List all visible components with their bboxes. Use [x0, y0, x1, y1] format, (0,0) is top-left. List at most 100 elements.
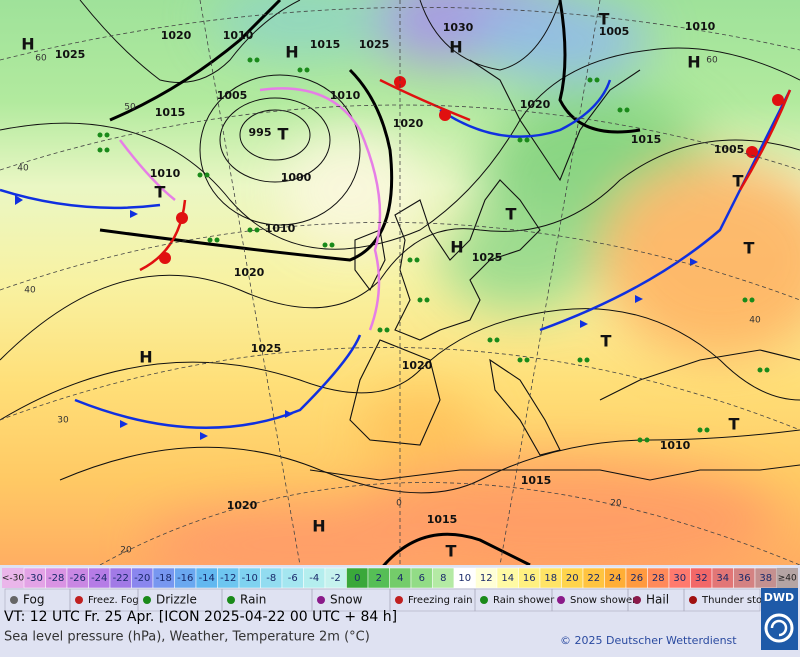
scale-label: 4: [397, 573, 403, 584]
rain-symbol: [254, 57, 260, 63]
pressure-center: H: [139, 348, 152, 367]
rain-symbol: [697, 427, 703, 433]
rain-symbol: [247, 227, 253, 233]
graticule-label: 40: [749, 316, 761, 326]
scale-label: -24: [91, 573, 107, 584]
scale-label: 20: [566, 573, 579, 584]
weather-legend-label: Drizzle: [156, 593, 197, 607]
pressure-center: T: [744, 239, 755, 258]
rain-symbol: [644, 437, 650, 443]
valid-time: VT: 12 UTC Fr. 25 Apr. [ICON 2025-04-22 …: [4, 609, 397, 625]
scale-label: -22: [113, 573, 129, 584]
rain-symbol: [517, 137, 523, 143]
scale-label: -18: [156, 573, 172, 584]
pressure-center: T: [506, 205, 517, 224]
rain-symbol: [424, 297, 430, 303]
isobar-label: 1010: [223, 29, 254, 42]
weather-legend-icon: [557, 596, 565, 604]
rain-symbol: [214, 237, 220, 243]
isobar-label: 1015: [631, 133, 662, 146]
rain-symbol: [494, 337, 500, 343]
rain-symbol: [329, 242, 335, 248]
isobar-label: 1015: [155, 106, 186, 119]
weather-legend-icon: [317, 596, 325, 604]
weather-legend-label: Rain shower: [493, 595, 555, 606]
pressure-center: T: [446, 542, 457, 561]
scale-low-label: <-30: [2, 574, 25, 584]
rain-symbol: [487, 337, 493, 343]
rain-symbol: [594, 77, 600, 83]
isobar-label: 1020: [402, 359, 433, 372]
scale-high-label: ≥40: [778, 574, 797, 584]
rain-symbol: [704, 427, 710, 433]
isobar-label: 1030: [443, 21, 474, 34]
scale-label: 34: [716, 573, 729, 584]
isobar-label: 1025: [359, 38, 390, 51]
rain-symbol: [304, 67, 310, 73]
rain-symbol: [207, 237, 213, 243]
rain-symbol: [322, 242, 328, 248]
scale-label: 26: [630, 573, 643, 584]
weather-legend-label: Thunder storm: [701, 595, 776, 606]
scale-label: 36: [738, 573, 751, 584]
rain-symbol: [97, 132, 103, 138]
scale-label: 10: [458, 573, 471, 584]
graticule-label: 50: [124, 103, 136, 113]
graticule-label: 20: [120, 546, 132, 556]
isobar-label: 1015: [427, 513, 458, 526]
scale-label: 30: [673, 573, 686, 584]
pressure-center: T: [733, 172, 744, 191]
pressure-center: T: [155, 183, 166, 202]
scale-label: 22: [587, 573, 600, 584]
isobar-label: 1010: [660, 439, 691, 452]
scale-label: 14: [501, 573, 514, 584]
rain-symbol: [742, 297, 748, 303]
pressure-center: H: [285, 43, 298, 62]
pressure-center: H: [449, 38, 462, 57]
isobar-label: 1020: [520, 98, 551, 111]
scale-label: 8: [440, 573, 446, 584]
scale-high-swatch: [776, 568, 798, 588]
scale-label: -2: [331, 573, 341, 584]
rain-symbol: [524, 137, 530, 143]
copyright: © 2025 Deutscher Wetterdienst: [560, 634, 737, 647]
scale-label: -12: [220, 573, 236, 584]
graticule-label: 40: [24, 286, 36, 296]
weather-legend-icon: [75, 596, 83, 604]
isobar-label: 1020: [393, 117, 424, 130]
scale-label: -6: [288, 573, 298, 584]
scale-low-swatch: [2, 568, 24, 588]
rain-symbol: [749, 297, 755, 303]
rain-symbol: [637, 437, 643, 443]
weather-legend-icon: [395, 596, 403, 604]
rain-symbol: [407, 257, 413, 263]
rain-symbol: [417, 297, 423, 303]
rain-symbol: [104, 132, 110, 138]
isobar-label: 1010: [330, 89, 361, 102]
scale-label: -8: [266, 573, 276, 584]
rain-symbol: [524, 357, 530, 363]
scale-label: 12: [480, 573, 493, 584]
troughs: [99, 0, 641, 565]
pressure-center: T: [278, 125, 289, 144]
dwd-logo-text: DWD: [764, 591, 794, 604]
graticule-label: 0: [396, 499, 402, 509]
scale-label: -20: [134, 573, 150, 584]
rain-symbol: [204, 172, 210, 178]
scale-label: 2: [376, 573, 382, 584]
weather-legend-icon: [689, 596, 697, 604]
graticule-label: 60: [35, 54, 47, 64]
scale-label: -16: [177, 573, 193, 584]
scale-label: -26: [70, 573, 86, 584]
weather-legend-icon: [480, 596, 488, 604]
weather-legend-label: Rain: [240, 593, 266, 607]
rain-symbol: [297, 67, 303, 73]
isobar-label: 1025: [251, 342, 282, 355]
scale-label: -10: [242, 573, 258, 584]
scale-label: 32: [695, 573, 708, 584]
rain-symbol: [624, 107, 630, 113]
subtitle: Sea level pressure (hPa), Weather, Tempe…: [4, 630, 370, 645]
scale-label: 0: [354, 573, 360, 584]
weather-legend-icon: [633, 596, 641, 604]
